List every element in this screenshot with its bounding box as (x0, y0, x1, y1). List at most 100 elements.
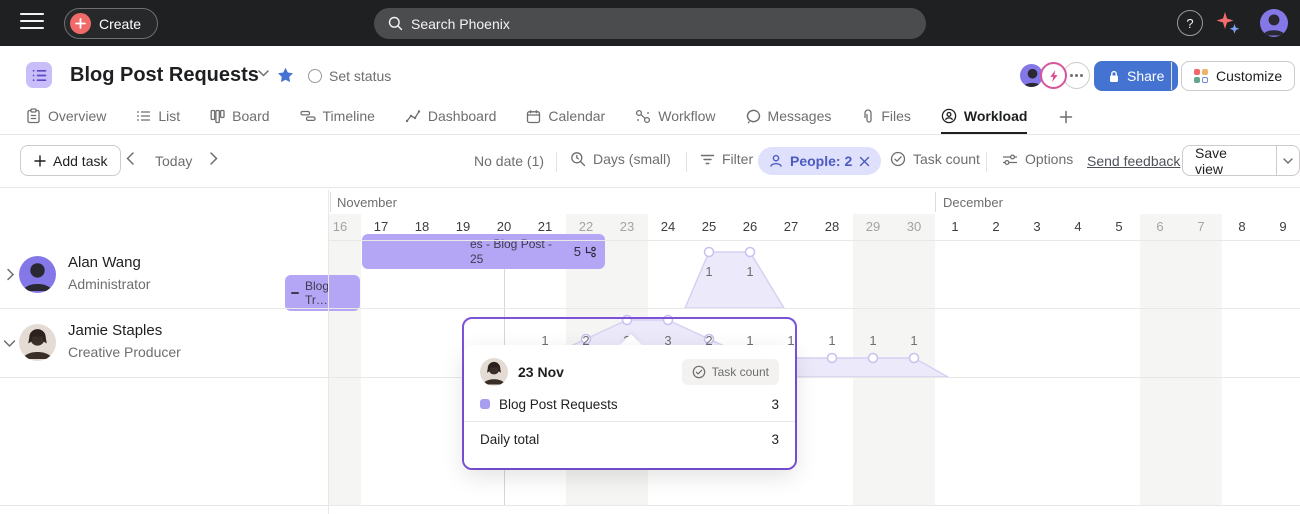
title-menu-button[interactable] (258, 70, 269, 77)
customize-button[interactable]: Customize (1181, 61, 1296, 91)
people-filter-chip[interactable]: People: 2 (758, 147, 882, 175)
date-cell: 5 (1115, 219, 1123, 234)
chart-point[interactable] (580, 333, 592, 345)
set-status-button[interactable]: Set status (308, 68, 391, 84)
timeline-icon (299, 110, 316, 122)
next-button[interactable] (210, 152, 218, 165)
tab-list[interactable]: List (136, 100, 180, 134)
filter-label: Filter (722, 151, 754, 167)
toolbar-divider (556, 152, 557, 172)
tab-overview[interactable]: Overview (26, 100, 106, 134)
save-view-button[interactable]: Save view (1182, 144, 1300, 177)
date-cell: 17 (373, 219, 389, 234)
project-icon[interactable] (26, 62, 52, 88)
create-button-label: Create (99, 15, 142, 32)
date-cell: 20 (496, 219, 512, 234)
topbar: Create Search Phoenix ? (0, 0, 1300, 46)
filter-button[interactable]: Filter (700, 151, 753, 167)
tab-dashboard[interactable]: Dashboard (405, 100, 497, 134)
tab-workload[interactable]: Workload (940, 100, 1028, 134)
board-icon (210, 109, 225, 123)
more-members-button[interactable] (1063, 62, 1090, 89)
task-count-button[interactable]: Task count (890, 151, 980, 167)
prev-button[interactable] (126, 152, 134, 165)
automation-badge[interactable] (1040, 62, 1067, 89)
subtask-count: 5 (573, 244, 581, 259)
magnifier-icon (571, 152, 586, 167)
search-input[interactable]: Search Phoenix (374, 8, 926, 39)
save-view-menu-button[interactable] (1275, 146, 1299, 175)
task-bar-label: es - Blog Post - 25 (470, 236, 553, 266)
search-placeholder: Search Phoenix (411, 15, 510, 32)
chart-point[interactable] (867, 352, 879, 364)
tooltip-total-value: 3 (771, 431, 779, 447)
ellipsis-icon (1070, 74, 1073, 77)
tooltip-card: 23 Nov Task count Blog Post Requests 3 D… (464, 345, 795, 468)
tab-messages[interactable]: Messages (746, 100, 831, 134)
chart-value-label: 1 (746, 333, 754, 348)
set-status-label: Set status (329, 68, 392, 84)
row-divider (0, 308, 1300, 309)
collapse-chevron-icon[interactable] (3, 339, 16, 348)
tab-files[interactable]: Files (861, 100, 911, 134)
user-avatar[interactable] (1260, 9, 1288, 37)
date-cell: 18 (414, 219, 430, 234)
hamburger-menu-button[interactable] (20, 13, 44, 33)
calendar-icon (527, 109, 541, 123)
search-icon (388, 16, 403, 31)
date-cell: 29 (865, 219, 881, 234)
workload-icon (941, 108, 957, 124)
chart-point[interactable] (703, 246, 715, 258)
expand-chevron-icon[interactable] (6, 268, 15, 281)
add-task-button[interactable]: Add task (20, 145, 122, 176)
date-cell: 2 (992, 219, 1000, 234)
options-button[interactable]: Options (1002, 151, 1073, 167)
no-date-button[interactable]: No date (1) (474, 153, 544, 169)
add-task-label: Add task (53, 152, 108, 169)
date-cell: 25 (701, 219, 717, 234)
tab-label: Workflow (658, 108, 716, 124)
chart-point[interactable] (908, 352, 920, 364)
today-label: Today (155, 153, 193, 169)
send-feedback-link[interactable]: Send feedback (1087, 153, 1180, 169)
chart-point[interactable] (703, 333, 715, 345)
series-color-dot (480, 399, 490, 409)
filter-icon (700, 154, 715, 164)
share-button-label: Share (1127, 68, 1165, 84)
month-label: December (943, 195, 1003, 210)
favorite-star-button[interactable] (277, 67, 294, 84)
add-tab-button[interactable] (1057, 100, 1075, 134)
chart-value-label: 1 (828, 333, 836, 348)
task-bar[interactable]: Blog Tr… (285, 275, 360, 311)
tab-label: Timeline (322, 108, 375, 124)
date-cell: 1 (951, 219, 959, 234)
chart-point[interactable] (744, 246, 756, 258)
star-icon (278, 67, 293, 83)
plus-icon (1060, 110, 1073, 124)
tab-label: Dashboard (427, 108, 497, 124)
zoom-level-button[interactable]: Days (small) (570, 151, 671, 167)
remove-filter-icon[interactable] (859, 156, 870, 167)
subtask-badge: 5 (574, 244, 597, 259)
toolbar-divider (986, 152, 987, 172)
create-button[interactable]: Create (64, 8, 159, 39)
tab-timeline[interactable]: Timeline (299, 100, 375, 134)
date-cell: 26 (742, 219, 758, 234)
tab-workflow[interactable]: Workflow (635, 100, 716, 134)
tab-calendar[interactable]: Calendar (526, 100, 605, 134)
user-row-alan[interactable]: Alan Wang Administrator (0, 240, 328, 308)
ai-sparkle-button[interactable] (1214, 10, 1242, 36)
plus-icon (70, 13, 91, 34)
tab-board[interactable]: Board (210, 100, 270, 134)
share-button[interactable]: Share (1094, 61, 1179, 91)
help-button[interactable]: ? (1177, 10, 1203, 36)
save-view-label[interactable]: Save view (1195, 144, 1227, 177)
today-button[interactable]: Today (155, 153, 192, 169)
task-bar[interactable]: es - Blog Post - 25 5 (362, 234, 605, 269)
chart-point[interactable] (826, 352, 838, 364)
user-row-jamie[interactable]: Jamie Staples Creative Producer (0, 308, 328, 376)
tooltip-series-label: Blog Post Requests (499, 396, 618, 412)
date-cell: 4 (1074, 219, 1082, 234)
subtask-icon (585, 246, 596, 257)
